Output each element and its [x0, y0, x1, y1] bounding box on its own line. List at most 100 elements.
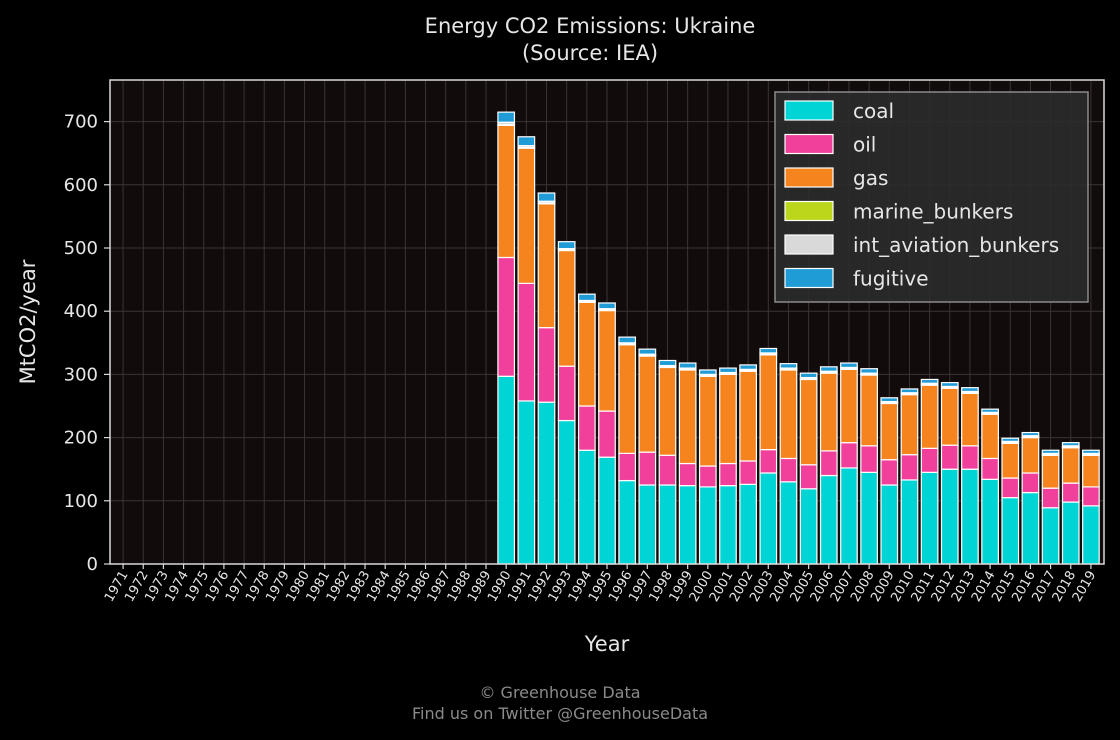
- bar-coal-2013: [961, 468, 979, 565]
- bar-fugitive-2017: [1041, 449, 1060, 454]
- bar-gas-2016: [1021, 437, 1040, 474]
- y-tick-label: 500: [64, 238, 98, 259]
- bar-fugitive-2019: [1082, 449, 1100, 454]
- bar-gas-1992: [537, 203, 556, 329]
- footer-copyright: © Greenhouse Data: [479, 683, 641, 702]
- legend-swatch-oil: [784, 133, 834, 155]
- bar-gas-2012: [940, 387, 959, 446]
- bar-coal-2009: [880, 484, 899, 565]
- bar-fugitive-1991: [517, 136, 536, 147]
- bar-oil-1992: [537, 327, 556, 403]
- bar-oil-2011: [920, 447, 939, 473]
- bar-coal-1991: [517, 400, 536, 565]
- bar-fugitive-1993: [557, 241, 576, 250]
- bar-gas-1991: [517, 147, 536, 284]
- bar-oil-2019: [1082, 486, 1100, 507]
- bar-fugitive-1996: [618, 336, 637, 344]
- chart-title: Energy CO2 Emissions: Ukraine: [425, 14, 756, 38]
- y-tick-label: 600: [64, 175, 98, 196]
- bar-coal-2002: [739, 483, 758, 565]
- bar-fugitive-2007: [840, 362, 858, 369]
- bar-oil-2013: [961, 445, 979, 470]
- bar-coal-2006: [819, 474, 838, 565]
- bar-fugitive-1995: [598, 302, 616, 310]
- bar-gas-2018: [1061, 447, 1080, 484]
- bar-coal-2012: [940, 468, 959, 565]
- bar-fugitive-1999: [678, 362, 697, 369]
- legend-label-fugitive: fugitive: [853, 267, 929, 291]
- legend-label-int_aviation_bunkers: int_aviation_bunkers: [853, 233, 1059, 257]
- bar-oil-2010: [900, 454, 919, 481]
- bar-coal-2010: [900, 479, 919, 565]
- bar-gas-2002: [739, 370, 758, 462]
- bar-fugitive-2012: [940, 382, 959, 388]
- bar-oil-1990: [497, 256, 516, 377]
- bar-oil-2003: [759, 449, 778, 474]
- bar-gas-1999: [678, 369, 697, 465]
- bar-gas-1993: [557, 249, 576, 367]
- bar-oil-2015: [1001, 477, 1020, 499]
- bar-fugitive-2002: [739, 364, 758, 370]
- y-tick-label: 700: [64, 112, 98, 133]
- bar-gas-2003: [759, 354, 778, 451]
- bar-coal-1993: [557, 419, 576, 565]
- bar-gas-2007: [840, 368, 858, 444]
- legend-swatch-coal: [784, 100, 834, 121]
- bar-oil-1991: [517, 282, 536, 402]
- bar-oil-2006: [819, 450, 838, 477]
- bar-gas-2005: [799, 378, 818, 466]
- bar-coal-2005: [799, 488, 818, 565]
- legend: coal oil gas marine_bunkers int_aviation_bun…: [774, 91, 1089, 303]
- bar-oil-2002: [739, 460, 758, 485]
- bar-oil-1997: [638, 451, 657, 486]
- bar-gas-2009: [880, 402, 899, 461]
- chart: Energy CO2 Emissions: Ukraine (Source: I…: [16, 14, 1105, 656]
- y-tick-label: 400: [64, 301, 98, 322]
- bar-oil-2007: [840, 442, 858, 469]
- bar-fugitive-2005: [799, 372, 818, 379]
- bar-fugitive-2003: [759, 347, 778, 354]
- bar-coal-2008: [860, 471, 878, 565]
- bar-coal-1990: [497, 375, 516, 565]
- bar-oil-2005: [799, 464, 818, 490]
- bar-gas-1997: [638, 355, 657, 453]
- bar-gas-2014: [981, 413, 999, 460]
- bar-fugitive-2006: [819, 366, 838, 372]
- bar-coal-2014: [981, 478, 999, 565]
- bar-fugitive-2015: [1001, 437, 1020, 442]
- y-axis-label: MtCO2/year: [16, 259, 40, 384]
- bar-coal-2018: [1061, 501, 1080, 565]
- bar-fugitive-1994: [577, 293, 596, 302]
- bar-fugitive-1997: [638, 348, 657, 355]
- bar-coal-1992: [537, 401, 556, 565]
- legend-box: [774, 91, 1089, 303]
- bar-oil-2016: [1021, 472, 1040, 494]
- legend-swatch-gas: [784, 167, 834, 188]
- bar-gas-2013: [961, 392, 979, 447]
- bar-oil-1998: [658, 454, 677, 486]
- bar-coal-2000: [698, 486, 717, 565]
- bar-gas-2015: [1001, 442, 1020, 479]
- bar-coal-2001: [719, 485, 737, 565]
- bar-oil-2014: [981, 457, 999, 480]
- bar-oil-2012: [940, 444, 959, 470]
- bar-coal-2011: [920, 471, 939, 565]
- bars: [497, 111, 1100, 565]
- bar-coal-2016: [1021, 491, 1040, 565]
- bar-gas-1996: [618, 344, 637, 455]
- bar-gas-2006: [819, 372, 838, 452]
- bar-gas-1990: [497, 124, 516, 259]
- bar-gas-2011: [920, 384, 939, 449]
- x-axis-label: Year: [584, 632, 630, 656]
- bar-fugitive-2010: [900, 388, 919, 394]
- bar-gas-1994: [577, 301, 596, 407]
- bar-gas-1995: [598, 309, 616, 412]
- legend-label-marine_bunkers: marine_bunkers: [853, 200, 1013, 224]
- bar-fugitive-2014: [981, 408, 999, 413]
- bar-oil-1999: [678, 462, 697, 487]
- bar-coal-2003: [759, 472, 778, 565]
- bar-fugitive-2009: [880, 397, 899, 403]
- bar-gas-2000: [698, 375, 717, 467]
- bar-coal-1998: [658, 484, 677, 565]
- bar-oil-1993: [557, 365, 576, 422]
